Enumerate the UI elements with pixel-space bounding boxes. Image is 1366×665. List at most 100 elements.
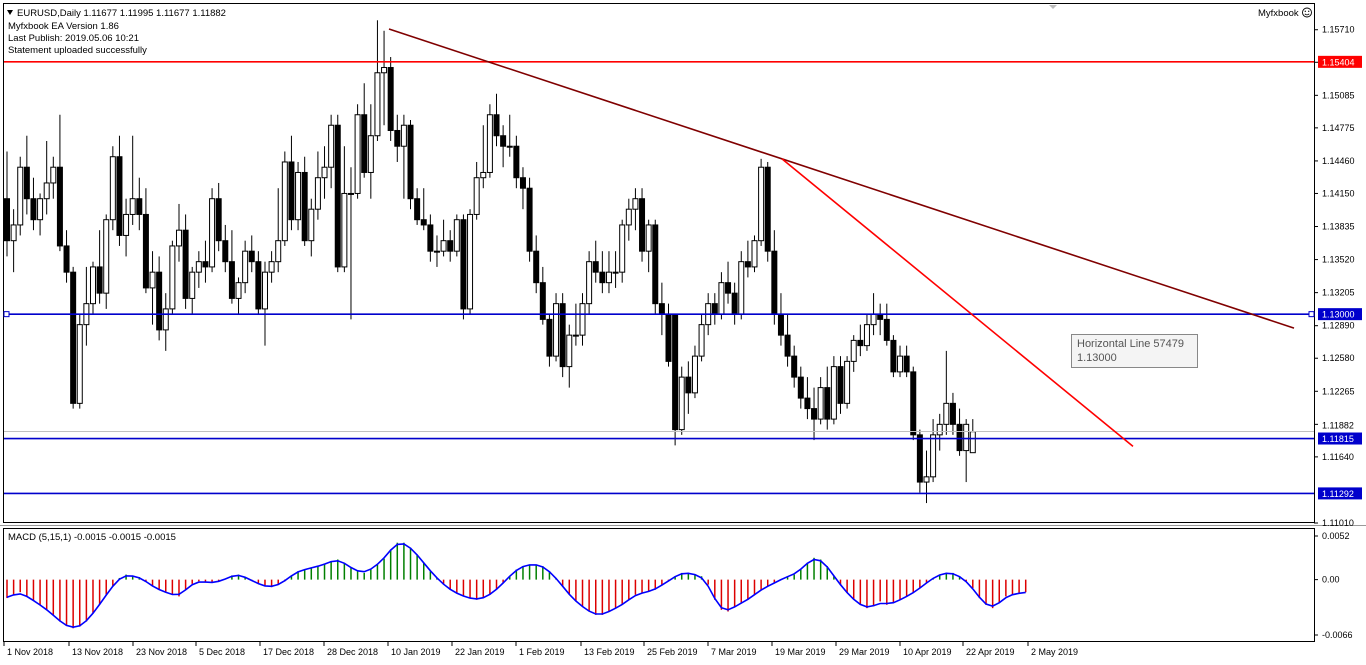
price-tag-box (1318, 487, 1362, 500)
candle-bull (242, 250, 249, 284)
candle-bull (923, 476, 930, 483)
line-handle[interactable] (1308, 311, 1315, 318)
candle-bear (916, 434, 923, 483)
candle-bear (559, 303, 566, 368)
candle-bear (857, 339, 864, 347)
candle-bear (96, 266, 103, 294)
candle-bull (109, 156, 116, 221)
macd-label: MACD (5,15,1) -0.0015 -0.0015 -0.0015 (8, 532, 176, 543)
time-tick-label: 28 Dec 2018 (327, 647, 378, 657)
candle-bull (678, 376, 685, 431)
candle-bear (837, 366, 844, 404)
candle-bull (149, 271, 156, 289)
horizontal-levels[interactable] (3, 61, 1315, 495)
candle-bull (321, 166, 328, 179)
candle-bear (56, 166, 63, 247)
candle-bear (407, 124, 414, 200)
candle-bull (943, 402, 950, 425)
candle-bull (751, 240, 758, 268)
price-tick-label: 1.14775 (1322, 123, 1355, 133)
upload-status: Statement uploaded successfully (8, 45, 147, 56)
candle-bull (467, 213, 474, 310)
candle-bear (519, 177, 526, 189)
candle-bull (10, 224, 17, 242)
candle-bull (308, 208, 315, 242)
time-tick-label: 10 Jan 2019 (391, 647, 441, 657)
candle-bear (156, 271, 163, 331)
price-tag-label: 1.11815 (1322, 434, 1354, 444)
price-tick-label: 1.15085 (1322, 90, 1355, 100)
candle-bull (129, 198, 136, 215)
candle-bull (625, 208, 632, 226)
candle-bull (698, 324, 705, 357)
price-tag-box (1318, 432, 1362, 445)
price-tag-label: 1.11292 (1322, 489, 1354, 499)
candle-bear (116, 156, 123, 236)
scroll-marker-icon[interactable] (1049, 5, 1057, 9)
candle-bear (533, 250, 540, 284)
candle-bull (850, 339, 857, 362)
time-tick-label: 7 Mar 2019 (711, 647, 757, 657)
candle-bear (672, 313, 679, 431)
candle-bull (586, 261, 593, 305)
candle-bull (341, 192, 348, 268)
last-price-label: 1.11882 (1322, 420, 1354, 430)
candle-bull (619, 224, 626, 273)
candle-bear (513, 145, 520, 179)
price-tag-box (1318, 308, 1362, 321)
candle-bear (639, 198, 646, 252)
trendline-red[interactable] (781, 158, 1134, 448)
line-handle[interactable] (3, 311, 10, 318)
symbol-line: EURUSD,Daily 1.11677 1.11995 1.11677 1.1… (17, 8, 226, 19)
candles-layer (4, 20, 976, 504)
candle-bull (381, 67, 388, 74)
candle-bull (347, 192, 354, 195)
price-tick-label: 1.14150 (1322, 188, 1355, 198)
time-tick-label: 25 Feb 2019 (647, 647, 698, 657)
candle-bull (738, 261, 745, 315)
candle-bear (791, 355, 798, 378)
candle-bull (89, 266, 96, 305)
tooltip-value: 1.13000 (1077, 352, 1117, 364)
candle-bear (215, 198, 222, 242)
candle-bull (718, 282, 725, 315)
candle-bull (579, 303, 586, 336)
trendlines[interactable] (388, 28, 1295, 448)
candle-bull (969, 431, 976, 454)
candle-bear (890, 339, 897, 373)
price-tick-label: 1.13520 (1322, 255, 1355, 265)
price-tag-label: 1.13000 (1322, 310, 1355, 320)
candle-bull (162, 308, 169, 331)
time-tick-label: 13 Feb 2019 (584, 647, 635, 657)
candle-bear (784, 334, 791, 357)
candle-bull (440, 240, 447, 252)
candle-bull (367, 135, 374, 173)
candle-bull (553, 303, 560, 357)
candle-bear (949, 402, 956, 425)
price-tick-label: 1.12580 (1322, 353, 1355, 363)
candle-bull (612, 271, 619, 274)
candle-bull (328, 124, 335, 168)
candle-bear (288, 161, 295, 221)
candle-bear (797, 376, 804, 399)
time-tick-label: 1 Nov 2018 (7, 647, 53, 657)
candle-bull (930, 434, 937, 478)
candle-bear (301, 171, 308, 242)
tooltip-name: Horizontal Line 57479 (1077, 338, 1184, 350)
trendline-brown[interactable] (388, 28, 1295, 329)
candle-bull (37, 198, 44, 221)
candle-bull (268, 261, 275, 273)
candle-bear (182, 229, 189, 299)
candle-bull (261, 271, 268, 310)
candle-bull (103, 219, 110, 294)
candle-bull (897, 355, 904, 373)
candle-bear (460, 219, 467, 310)
candle-bull (123, 213, 130, 236)
candle-bull (486, 114, 493, 173)
candle-bear (652, 224, 659, 305)
candle-bull (817, 387, 824, 420)
time-tick-label: 2 May 2019 (1031, 647, 1078, 657)
candle-bear (744, 261, 751, 268)
dropdown-triangle-icon[interactable] (7, 10, 13, 15)
